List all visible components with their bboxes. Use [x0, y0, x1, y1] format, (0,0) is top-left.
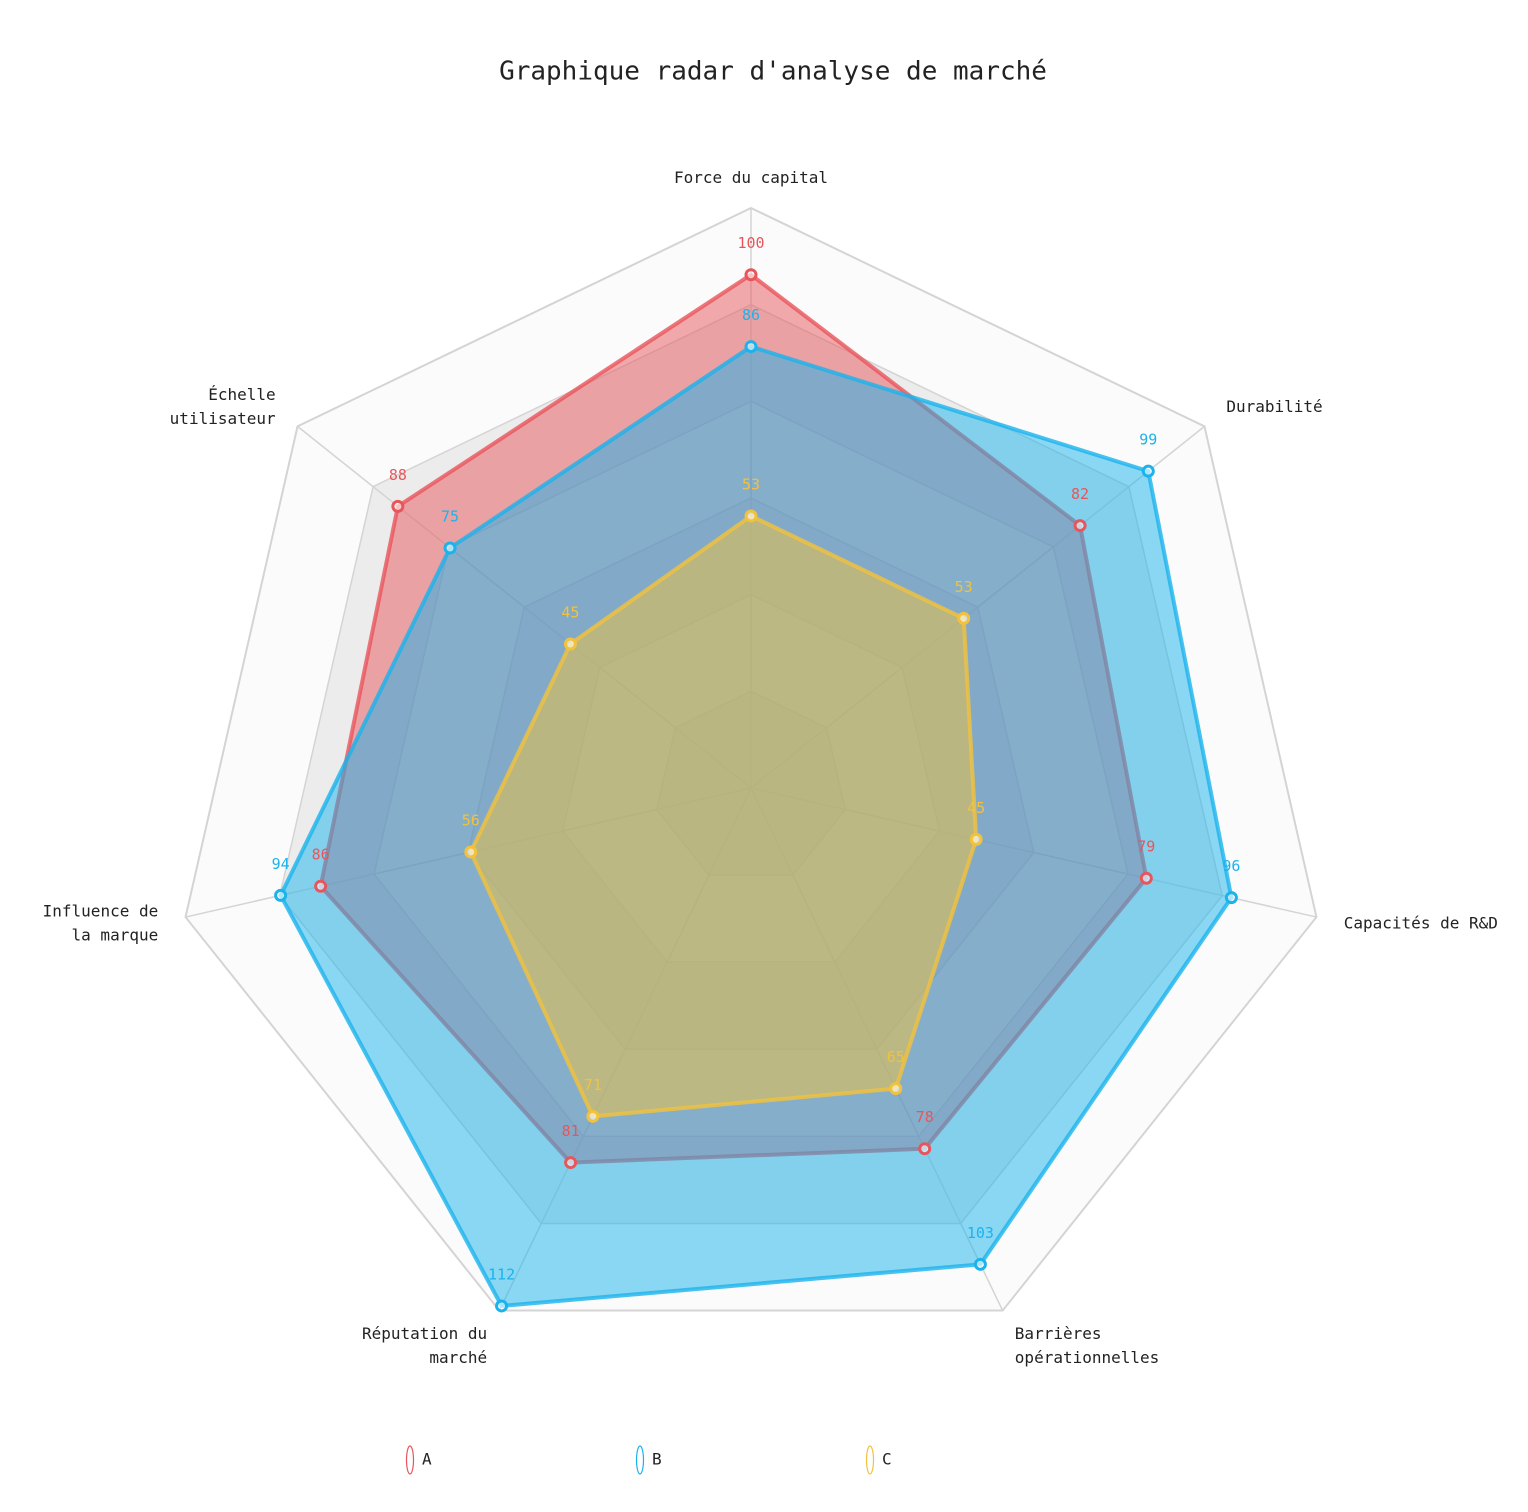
data-label: 65 [887, 1048, 905, 1066]
data-point [889, 1082, 903, 1096]
data-label: 103 [967, 1224, 994, 1242]
data-point [1139, 871, 1153, 885]
data-label: 53 [955, 578, 973, 596]
data-label: 78 [916, 1108, 934, 1126]
chart-title: Graphique radar d'analyse de marché [499, 57, 1047, 87]
data-point [314, 879, 328, 893]
axis-label: Durabilité [1226, 396, 1322, 415]
legend-icon [405, 1445, 415, 1475]
data-point [1224, 891, 1238, 905]
data-point [744, 268, 758, 282]
data-point [1141, 464, 1155, 478]
axis-label: Échelle utilisateur [170, 384, 276, 427]
data-point [744, 509, 758, 523]
data-point [918, 1142, 932, 1156]
axis-label: Barrières opérationnelles [1015, 1323, 1159, 1366]
axis-label: Force du capital [674, 168, 828, 187]
legend-label: A [422, 1450, 432, 1469]
legend-label: B [652, 1450, 662, 1469]
data-label: 71 [584, 1076, 602, 1094]
data-label: 75 [441, 507, 459, 525]
data-label: 56 [462, 811, 480, 829]
data-label: 45 [967, 799, 985, 817]
data-point [464, 845, 478, 859]
radar-area [468, 513, 979, 1119]
data-point [274, 888, 288, 902]
axis-label: Influence de la marque [43, 901, 159, 944]
axis-label: Capacités de R&D [1344, 913, 1498, 932]
data-label: 86 [312, 846, 330, 864]
data-label: 53 [742, 475, 760, 493]
data-point [969, 832, 983, 846]
data-label: 86 [742, 306, 760, 324]
data-point [564, 1156, 578, 1170]
data-label: 79 [1137, 838, 1155, 856]
data-point [744, 340, 758, 354]
data-point [1073, 519, 1087, 533]
data-point [586, 1109, 600, 1123]
legend-icon [865, 1445, 875, 1475]
data-point [495, 1299, 509, 1313]
data-point [443, 541, 457, 555]
axis-label: Réputation du marché [362, 1323, 487, 1366]
data-label: 81 [562, 1122, 580, 1140]
data-label: 99 [1139, 431, 1157, 449]
data-label: 45 [561, 603, 579, 621]
data-point [563, 637, 577, 651]
data-point [391, 499, 405, 513]
data-point [973, 1257, 987, 1271]
data-label: 112 [488, 1265, 515, 1283]
data-label: 94 [272, 855, 290, 873]
data-label: 96 [1222, 857, 1240, 875]
data-point [957, 611, 971, 625]
data-label: 100 [737, 234, 764, 252]
legend-icon [635, 1445, 645, 1475]
data-label: 82 [1071, 485, 1089, 503]
legend-label: C [882, 1450, 892, 1469]
data-label: 88 [389, 466, 407, 484]
